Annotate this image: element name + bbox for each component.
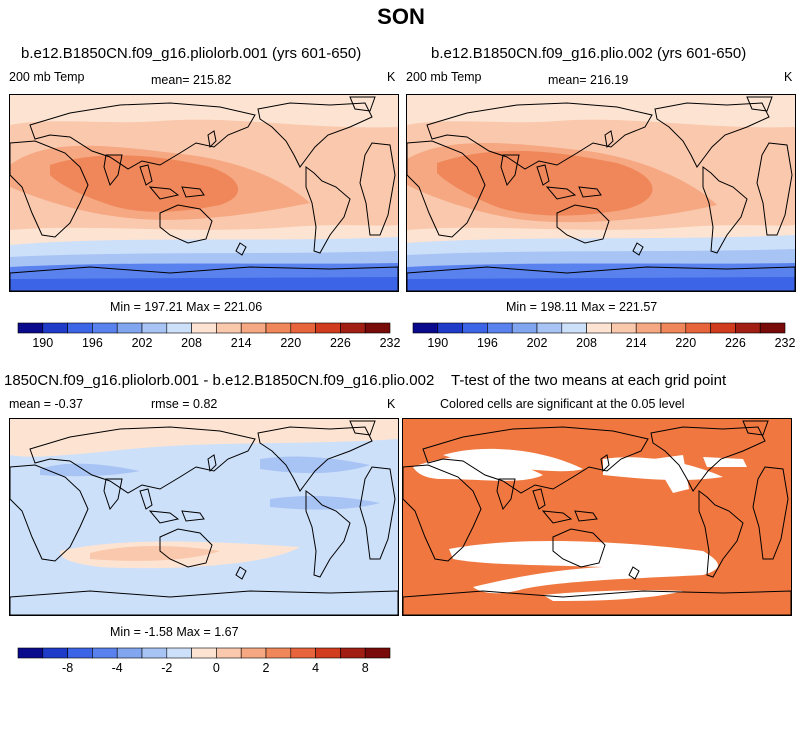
colorbar-segment <box>67 647 93 659</box>
colorbar-segment <box>759 322 786 334</box>
panel3-min-max-stats: Min = -1.58 Max = 1.67 <box>110 625 239 639</box>
colorbar-tick-label: 196 <box>477 336 498 350</box>
colorbar-tick-label: 202 <box>527 336 548 350</box>
colorbar-segment <box>42 322 68 334</box>
colorbar-tick-label: 226 <box>330 336 351 350</box>
colorbar-tick-label: -8 <box>62 661 73 675</box>
colorbar-segment <box>42 647 68 659</box>
colorbar-segment <box>240 322 267 334</box>
panel2-mean-label: mean= 216.19 <box>548 73 629 87</box>
colorbar-segment <box>67 322 93 334</box>
panel1-mean-label: mean= 215.82 <box>151 73 232 87</box>
colorbar-segment <box>437 322 463 334</box>
colorbar-segment <box>660 322 687 334</box>
panel4-title: T-test of the two means at each grid poi… <box>451 372 727 389</box>
colorbar-segment <box>17 647 44 659</box>
colorbar-segment <box>487 322 513 334</box>
colorbar-segment <box>116 322 143 334</box>
colorbar-segment <box>191 322 217 334</box>
colorbar-segment <box>141 647 168 659</box>
colorbar-segment <box>511 322 538 334</box>
panel2-variable-label: 200 mb Temp <box>406 70 482 84</box>
colorbar-segment <box>166 322 192 334</box>
colorbar-segment <box>191 647 217 659</box>
colorbar-segment <box>116 647 143 659</box>
colorbar-tick-label: 208 <box>576 336 597 350</box>
panel1-field-max <box>50 155 239 212</box>
panel2-min-max-stats: Min = 198.11 Max = 221.57 <box>506 300 658 314</box>
panel1-variable-label: 200 mb Temp <box>9 70 85 84</box>
colorbar-segment <box>462 322 488 334</box>
colorbar-tick-label: 208 <box>181 336 202 350</box>
colorbar-segment <box>92 647 118 659</box>
panel1-map <box>9 94 399 292</box>
colorbar-segment <box>635 322 662 334</box>
colorbar-segment <box>216 322 242 334</box>
colorbar-tick-label: 196 <box>82 336 103 350</box>
colorbar-segment <box>710 322 736 334</box>
colorbar-segment <box>265 322 292 334</box>
colorbar-segment <box>166 647 192 659</box>
panel2-units-label: K <box>784 70 793 84</box>
colorbar-segment <box>586 322 612 334</box>
colorbar-segment <box>536 322 563 334</box>
colorbar-segment <box>290 322 316 334</box>
colorbar-tick-label: 220 <box>675 336 696 350</box>
colorbar-tick-label: 214 <box>231 336 252 350</box>
colorbar-tick-label: 202 <box>132 336 153 350</box>
colorbar-tick-label: 8 <box>362 661 369 675</box>
panel1-title: b.e12.B1850CN.f09_g16.pliolorb.001 (yrs … <box>21 45 362 62</box>
panel4-map <box>402 418 792 616</box>
panel1-units-label: K <box>387 70 396 84</box>
colorbar-segment <box>561 322 587 334</box>
panel3-title: 1850CN.f09_g16.pliolorb.001 - b.e12.B185… <box>4 372 435 389</box>
colorbar-segment <box>611 322 637 334</box>
panel2-title: b.e12.B1850CN.f09_g16.plio.002 (yrs 601-… <box>431 45 747 62</box>
colorbar-segment <box>315 322 341 334</box>
panel3-map <box>9 418 399 616</box>
colorbar-tick-label: 232 <box>775 336 796 350</box>
colorbar-segment <box>364 322 391 334</box>
colorbar-tick-label: 2 <box>263 661 270 675</box>
colorbar-tick-label: 0 <box>213 661 220 675</box>
colorbar-tick-label: 190 <box>32 336 53 350</box>
colorbar-segment <box>240 647 267 659</box>
colorbar-segment <box>340 647 366 659</box>
colorbar-tick-label: -4 <box>112 661 123 675</box>
colorbar-tick-label: 4 <box>312 661 319 675</box>
figure-title: SON <box>377 4 425 29</box>
colorbar-segment <box>315 647 341 659</box>
colorbar-tick-label: 220 <box>280 336 301 350</box>
colorbar-segment <box>141 322 168 334</box>
colorbar-tick-label: 226 <box>725 336 746 350</box>
colorbar-segment <box>290 647 316 659</box>
colorbar-tick-label: -2 <box>161 661 172 675</box>
panel3-mean-label: mean = -0.37 <box>9 397 84 411</box>
panel4-significant-field <box>403 419 791 615</box>
colorbar-segment <box>216 647 242 659</box>
colorbar-tick-label: 190 <box>427 336 448 350</box>
panel3-colorbar: -8 -4 -2 0 2 4 8 <box>17 647 391 676</box>
colorbar-tick-label: 232 <box>380 336 401 350</box>
colorbar-segment <box>17 322 44 334</box>
colorbar-segment <box>685 322 711 334</box>
colorbar-segment <box>735 322 761 334</box>
colorbar-tick-label: 214 <box>626 336 647 350</box>
panel2-colorbar: 190 196 202 208 214 220 226 232 <box>412 322 795 351</box>
panel1-colorbar: 190 196 202 208 214 220 226 232 <box>17 322 400 351</box>
panel4-subtitle: Colored cells are significant at the 0.0… <box>440 397 685 411</box>
colorbar-segment <box>412 322 439 334</box>
colorbar-segment <box>364 647 391 659</box>
colorbar-segment <box>92 322 118 334</box>
colorbar-segment <box>265 647 292 659</box>
panel1-min-max-stats: Min = 197.21 Max = 221.06 <box>110 300 263 314</box>
panel3-units-label: K <box>387 397 396 411</box>
panel2-map <box>406 94 796 292</box>
colorbar-segment <box>340 322 366 334</box>
panel3-rmse-label: rmse = 0.82 <box>151 397 218 411</box>
